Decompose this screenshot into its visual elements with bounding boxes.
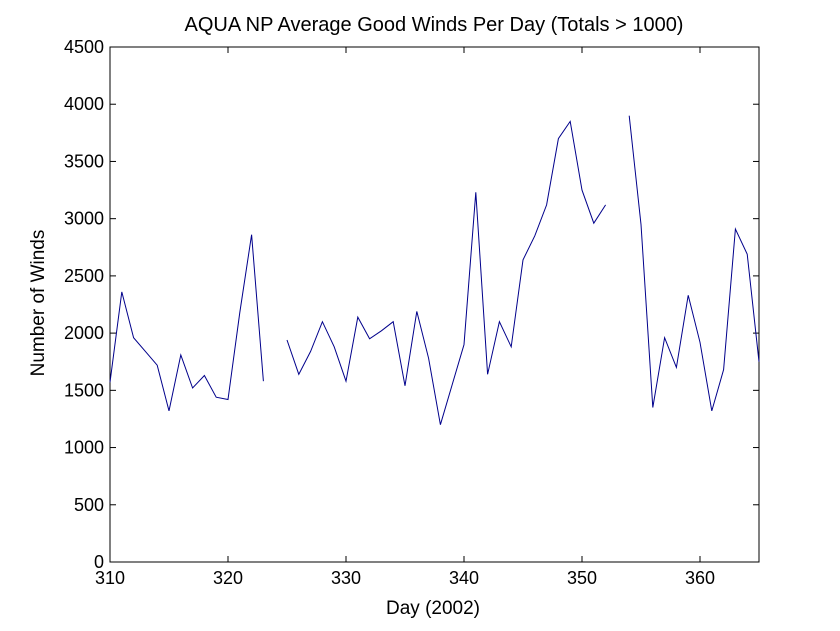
y-tick-label: 4000 bbox=[64, 94, 104, 114]
y-tick-label: 3500 bbox=[64, 151, 104, 171]
x-tick-label: 330 bbox=[331, 568, 361, 588]
y-tick-label: 3000 bbox=[64, 209, 104, 229]
y-tick-label: 1500 bbox=[64, 380, 104, 400]
x-tick-label: 320 bbox=[213, 568, 243, 588]
series-line-segment bbox=[628, 115, 760, 412]
series-line-segment bbox=[286, 120, 607, 425]
x-tick-label: 340 bbox=[449, 568, 479, 588]
plot-area bbox=[109, 46, 760, 563]
y-axis: 0 500 1000 1500 2000 2500 3000 3500 4000 4500 bbox=[64, 37, 759, 572]
chart-title: AQUA NP Average Good Winds Per Day (Tota… bbox=[185, 14, 684, 36]
x-tick-label: 310 bbox=[95, 568, 125, 588]
axes-box bbox=[109, 46, 760, 563]
series-line-segment bbox=[109, 234, 264, 412]
x-axis-label: Day (2002) bbox=[386, 598, 480, 619]
data-series bbox=[109, 115, 760, 425]
y-tick-label: 2000 bbox=[64, 323, 104, 343]
y-tick-label: 4500 bbox=[64, 37, 104, 57]
x-tick-label: 350 bbox=[567, 568, 597, 588]
y-tick-label: 500 bbox=[74, 495, 104, 515]
x-tick-label: 360 bbox=[685, 568, 715, 588]
y-tick-label: 1000 bbox=[64, 438, 104, 458]
y-axis-label: Number of Winds bbox=[28, 230, 49, 377]
y-tick-label: 0 bbox=[94, 552, 104, 572]
y-tick-label: 2500 bbox=[64, 266, 104, 286]
x-axis: 310 320 330 340 350 360 bbox=[95, 47, 715, 588]
